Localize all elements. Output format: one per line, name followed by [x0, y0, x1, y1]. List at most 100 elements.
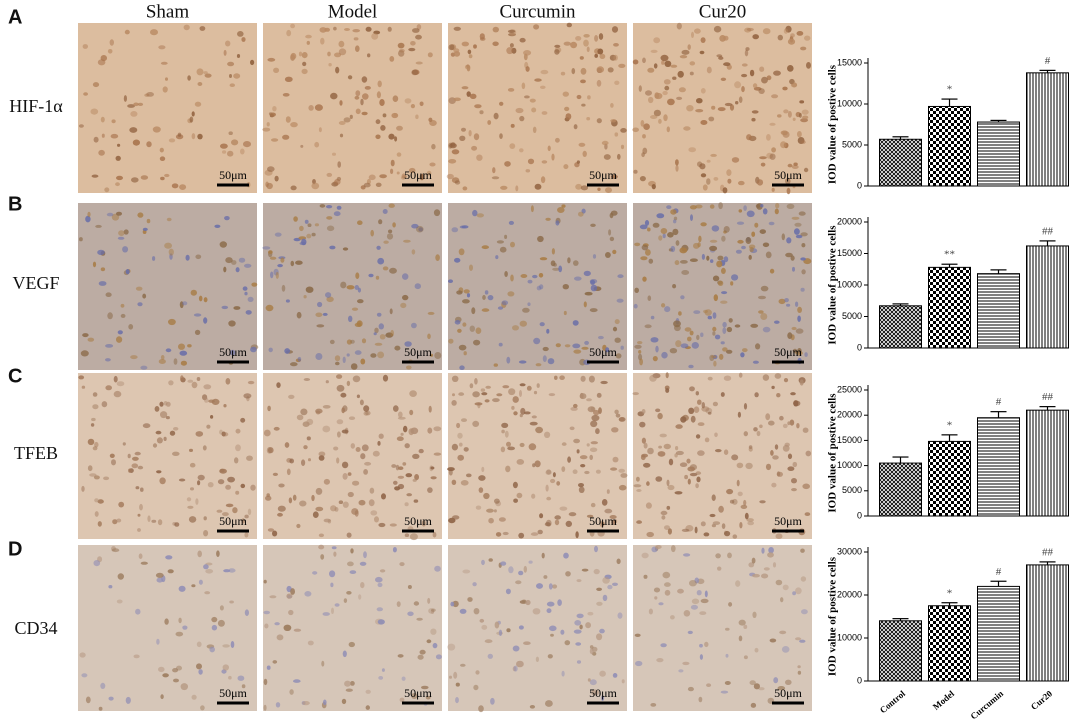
column-header: Curcumin	[500, 1, 576, 22]
cell	[111, 548, 120, 553]
cell	[563, 552, 569, 559]
cell	[537, 529, 543, 535]
cell	[292, 494, 297, 501]
cell	[652, 222, 660, 228]
cell	[290, 23, 295, 29]
cell	[312, 511, 319, 518]
cell	[590, 223, 596, 227]
cell	[499, 101, 504, 106]
cell	[165, 416, 170, 420]
y-tick-label: 0	[857, 510, 862, 520]
cell	[674, 491, 683, 495]
cell	[748, 445, 753, 449]
cell	[640, 256, 648, 261]
cell	[501, 429, 505, 434]
column-header: Sham	[146, 1, 190, 22]
cell	[202, 445, 207, 451]
panel-letter: D	[8, 538, 22, 560]
cell	[530, 205, 534, 213]
cell	[164, 618, 169, 625]
cell	[142, 423, 151, 429]
cell	[195, 498, 199, 505]
cell	[769, 153, 776, 160]
cell	[179, 184, 187, 191]
cell	[696, 98, 703, 104]
cell	[749, 246, 754, 253]
cell	[792, 117, 796, 122]
cell	[195, 431, 204, 437]
cell	[432, 531, 437, 538]
cell	[675, 424, 683, 429]
cell	[334, 178, 341, 185]
cell	[662, 90, 668, 96]
cell	[319, 27, 327, 33]
cell	[266, 182, 273, 190]
cell	[378, 522, 386, 528]
cell	[726, 488, 734, 495]
cell	[661, 303, 666, 308]
cell	[599, 53, 606, 60]
cell	[573, 438, 580, 444]
cell	[661, 351, 668, 359]
cell	[458, 344, 467, 351]
y-tick-label: 0	[857, 180, 862, 190]
cell	[743, 403, 748, 410]
cell	[720, 341, 725, 345]
cell	[643, 123, 650, 130]
cell	[174, 522, 180, 527]
cell	[684, 327, 692, 332]
cell	[284, 76, 293, 83]
cell	[467, 597, 473, 602]
cell	[721, 235, 726, 242]
cell	[804, 512, 811, 516]
cell	[247, 508, 252, 515]
cell	[618, 468, 625, 473]
cell	[350, 363, 358, 370]
cell	[641, 552, 649, 559]
y-tick-label: 20000	[837, 410, 862, 420]
bar	[1026, 72, 1069, 187]
cell	[741, 86, 745, 93]
cell	[231, 260, 237, 265]
cell	[227, 476, 236, 483]
cell	[618, 484, 627, 491]
cell	[124, 29, 130, 35]
cell	[146, 141, 152, 148]
y-tick-label: 0	[857, 342, 862, 352]
cell	[508, 33, 516, 37]
cell	[620, 144, 625, 150]
cell	[431, 608, 436, 612]
cell	[342, 247, 349, 251]
cell	[158, 359, 166, 364]
cell	[513, 665, 518, 672]
cell	[667, 484, 675, 491]
cell	[667, 232, 674, 238]
cell	[426, 639, 432, 644]
cell	[305, 286, 314, 293]
cell	[674, 260, 680, 266]
cell	[523, 50, 532, 56]
scale-bar-label: 50μm	[774, 168, 802, 182]
cell	[500, 446, 506, 453]
cell	[760, 162, 766, 167]
cell	[704, 309, 712, 316]
cell	[450, 601, 455, 607]
cell	[762, 374, 770, 381]
cell	[751, 557, 756, 564]
x-tick-label: Control	[878, 688, 908, 715]
cell	[426, 170, 432, 176]
cell	[189, 462, 196, 468]
cell	[595, 469, 601, 474]
cell	[724, 102, 733, 107]
cell	[537, 235, 544, 243]
cell	[724, 530, 731, 537]
cell	[753, 427, 758, 432]
scale-bar-label: 50μm	[589, 686, 617, 700]
cell	[155, 430, 162, 435]
cell	[158, 45, 166, 50]
cell	[229, 83, 235, 87]
cell	[377, 619, 385, 625]
cell	[666, 126, 670, 133]
cell	[447, 467, 455, 472]
cell	[233, 306, 241, 310]
